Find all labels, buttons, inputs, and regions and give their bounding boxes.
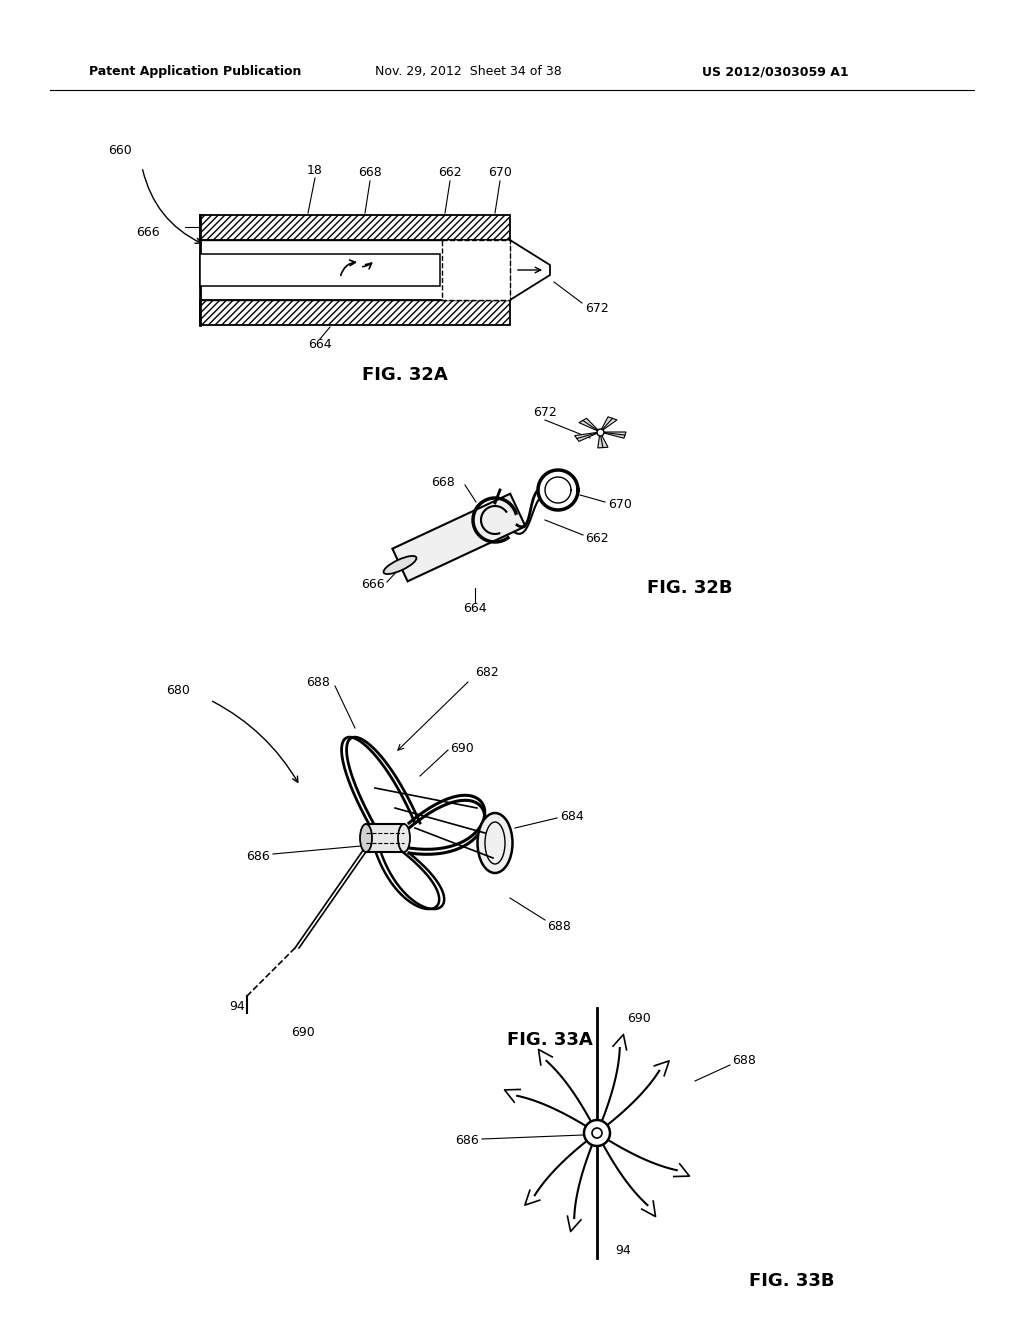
FancyBboxPatch shape: [366, 824, 404, 851]
Ellipse shape: [360, 824, 372, 851]
Text: FIG. 32A: FIG. 32A: [362, 366, 447, 384]
FancyBboxPatch shape: [442, 240, 510, 300]
FancyBboxPatch shape: [200, 215, 510, 240]
Polygon shape: [574, 432, 600, 441]
Text: 670: 670: [608, 499, 632, 511]
Text: 688: 688: [732, 1055, 756, 1068]
Text: 690: 690: [450, 742, 474, 755]
Text: 666: 666: [361, 578, 385, 591]
FancyBboxPatch shape: [200, 240, 510, 300]
Text: Patent Application Publication: Patent Application Publication: [89, 66, 301, 78]
Polygon shape: [392, 494, 525, 581]
Text: FIG. 32B: FIG. 32B: [647, 579, 733, 597]
Ellipse shape: [384, 556, 417, 574]
Text: 668: 668: [431, 475, 455, 488]
Text: 686: 686: [456, 1134, 479, 1147]
Text: 664: 664: [308, 338, 332, 351]
Text: 688: 688: [547, 920, 570, 932]
Text: 672: 672: [585, 301, 608, 314]
FancyBboxPatch shape: [200, 300, 510, 325]
Text: 668: 668: [358, 166, 382, 180]
Text: 662: 662: [585, 532, 608, 544]
Text: 664: 664: [463, 602, 486, 615]
Text: 672: 672: [534, 405, 557, 418]
Polygon shape: [598, 432, 608, 447]
Polygon shape: [579, 418, 600, 432]
Circle shape: [592, 1129, 602, 1138]
Text: 682: 682: [475, 667, 499, 680]
Text: 680: 680: [166, 684, 190, 697]
Ellipse shape: [398, 824, 410, 851]
Text: 18: 18: [307, 164, 323, 177]
Text: US 2012/0303059 A1: US 2012/0303059 A1: [701, 66, 848, 78]
Text: 94: 94: [615, 1245, 631, 1258]
Text: 686: 686: [246, 850, 270, 862]
Text: 690: 690: [627, 1011, 650, 1024]
Text: 684: 684: [560, 809, 584, 822]
Ellipse shape: [477, 813, 512, 873]
Polygon shape: [510, 240, 550, 300]
Text: 666: 666: [136, 226, 160, 239]
Text: 660: 660: [109, 144, 132, 157]
Text: FIG. 33B: FIG. 33B: [750, 1272, 835, 1290]
Polygon shape: [600, 417, 617, 432]
Text: FIG. 33A: FIG. 33A: [507, 1031, 593, 1049]
Polygon shape: [600, 432, 626, 438]
Text: 670: 670: [488, 166, 512, 180]
Text: Nov. 29, 2012  Sheet 34 of 38: Nov. 29, 2012 Sheet 34 of 38: [375, 66, 561, 78]
Text: 690: 690: [291, 1027, 314, 1040]
FancyBboxPatch shape: [200, 253, 440, 286]
Text: 94: 94: [229, 999, 245, 1012]
Text: 688: 688: [306, 676, 330, 689]
Text: 662: 662: [438, 166, 462, 180]
Circle shape: [584, 1119, 610, 1146]
